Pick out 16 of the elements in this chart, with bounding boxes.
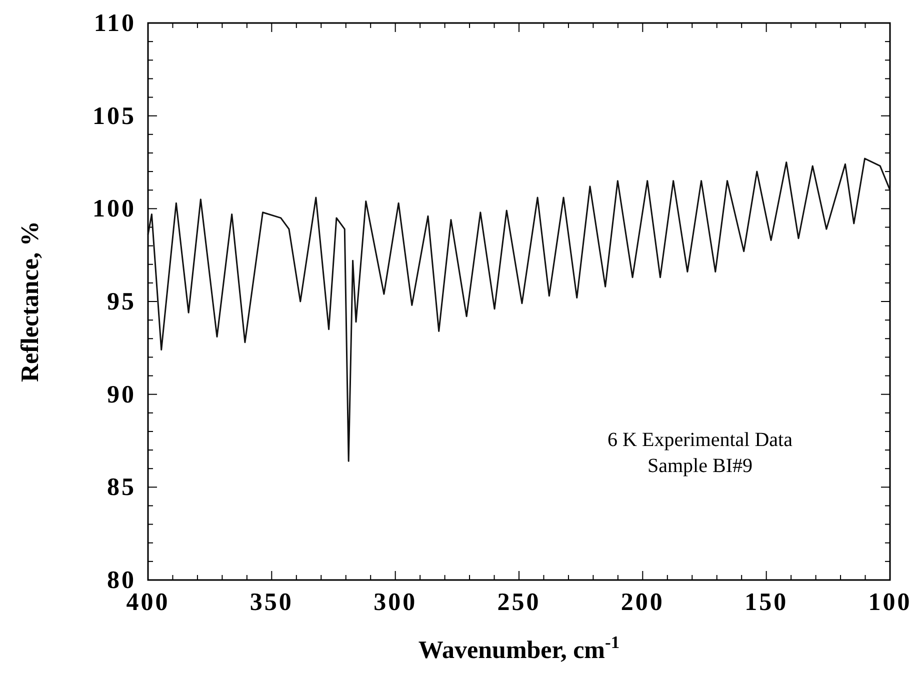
y-tick-label: 95: [107, 288, 136, 316]
y-tick-label: 90: [107, 381, 136, 408]
y-tick-label: 105: [92, 102, 136, 130]
x-tick-label: 150: [744, 589, 788, 616]
y-tick-label: 85: [107, 474, 136, 502]
x-tick-label: 300: [374, 589, 418, 616]
x-tick-label: 250: [497, 589, 541, 616]
x-axis-title: Wavenumber, cm$^{-1}$: [418, 632, 620, 664]
y-tick-label: 100: [92, 196, 136, 223]
y-axis-title: Reflectance, %: [17, 220, 44, 382]
x-tick-label: 100: [868, 589, 912, 616]
x-tick-label: 200: [620, 589, 664, 616]
y-tick-label: 110: [94, 10, 136, 37]
x-tick-label: 350: [250, 589, 294, 616]
annotation: Sample BI#9: [648, 455, 752, 477]
annotation: 6 K Experimental Data: [608, 429, 793, 451]
